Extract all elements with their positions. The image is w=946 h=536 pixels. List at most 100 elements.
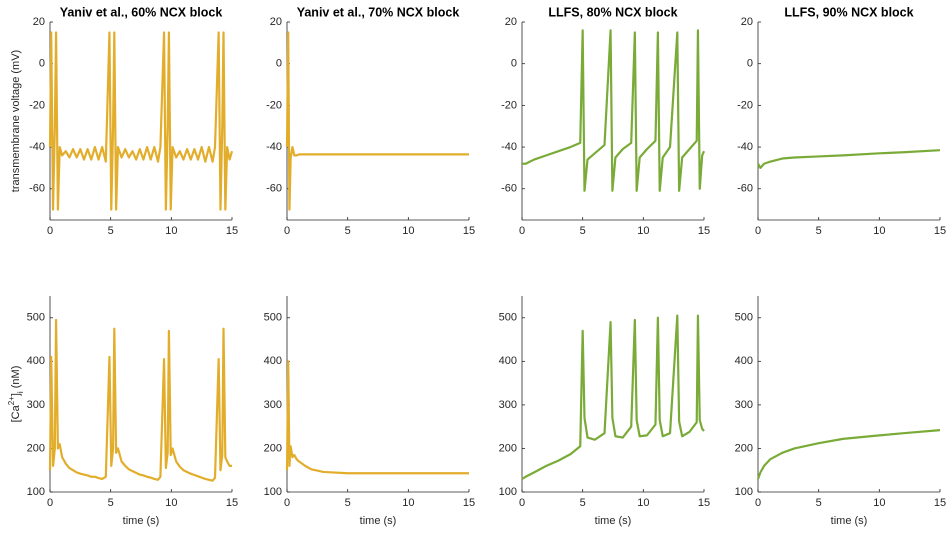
data-line (285, 31, 469, 211)
x-tick-label: 5 (816, 225, 822, 237)
data-line (285, 360, 469, 475)
y-tick-label: 20 (741, 16, 753, 28)
y-tick-label: -20 (501, 99, 517, 111)
x-tick-label: 15 (463, 225, 475, 237)
y-tick-label: 200 (27, 442, 45, 454)
x-tick-label: 5 (580, 225, 586, 237)
subplot-title: Yaniv et al., 60% NCX block (60, 5, 223, 19)
y-tick-label: 500 (27, 312, 45, 324)
y-tick-label: 0 (511, 58, 517, 70)
y-tick-label: 300 (499, 399, 517, 411)
subplot: 100 200 300 400 500 0 5 10 15 time (s) (264, 296, 475, 527)
y-tick-label: 400 (499, 355, 517, 367)
x-tick-label: 5 (108, 225, 114, 237)
y-tick-label: 100 (27, 486, 45, 498)
y-tick-label: 100 (499, 486, 517, 498)
x-tick-label: 10 (165, 497, 177, 509)
x-tick-label: 15 (934, 497, 946, 509)
y-tick-label: 400 (735, 355, 753, 367)
y-tick-label: 0 (39, 58, 45, 70)
subplot: -60 -40 -20 0 20 0 5 10 15 LLFS, 80% NCX block (501, 5, 710, 237)
x-tick-label: 0 (47, 497, 53, 509)
data-line (522, 29, 706, 192)
subplot: 100 200 300 400 500 0 5 10 15 time (s) (735, 296, 946, 527)
y-axis-label-part: ] (10, 393, 22, 396)
x-tick-label: 10 (165, 225, 177, 237)
y-tick-label: 300 (27, 399, 45, 411)
y-tick-label: 100 (735, 486, 753, 498)
y-tick-label: -40 (737, 141, 753, 153)
y-tick-label: 500 (264, 312, 282, 324)
y-tick-label: -40 (266, 141, 282, 153)
x-tick-label: 15 (226, 225, 238, 237)
y-axis-label-part: i (16, 391, 25, 393)
subplot: 100 200 300 400 500 0 5 10 15 time (s) (499, 296, 710, 527)
x-tick-label: 5 (580, 497, 586, 509)
y-tick-label: -60 (737, 183, 753, 195)
x-tick-label: 0 (284, 497, 290, 509)
x-tick-label: 5 (108, 497, 114, 509)
y-tick-label: -60 (266, 183, 282, 195)
y-axis-label-part: (nM) (10, 366, 22, 392)
x-tick-label: 0 (47, 225, 53, 237)
y-axis-label-part: 2+ (7, 396, 16, 405)
data-line (48, 31, 234, 211)
y-tick-label: 500 (499, 312, 517, 324)
x-tick-label: 10 (873, 225, 885, 237)
y-tick-label: 300 (264, 399, 282, 411)
x-tick-label: 10 (402, 225, 414, 237)
y-tick-label: 100 (264, 486, 282, 498)
x-tick-label: 0 (519, 225, 525, 237)
x-axis-label: time (s) (123, 515, 160, 527)
x-tick-label: 10 (873, 497, 885, 509)
x-tick-label: 15 (934, 225, 946, 237)
y-tick-label: 0 (276, 58, 282, 70)
y-tick-label: -60 (501, 183, 517, 195)
data-line (48, 318, 232, 482)
subplot-title: LLFS, 80% NCX block (548, 5, 677, 19)
x-tick-label: 10 (402, 497, 414, 509)
x-tick-label: 15 (698, 497, 710, 509)
y-tick-label: 300 (735, 399, 753, 411)
y-tick-label: 400 (27, 355, 45, 367)
y-tick-label: -20 (29, 99, 45, 111)
y-tick-label: -60 (29, 183, 45, 195)
y-axis-label-part: [Ca (10, 404, 22, 422)
x-tick-label: 0 (519, 497, 525, 509)
y-tick-label: 20 (505, 16, 517, 28)
y-tick-label: 400 (264, 355, 282, 367)
x-tick-label: 5 (345, 225, 351, 237)
y-tick-label: 200 (264, 442, 282, 454)
y-axis-label: [Ca2+]i (nM) (7, 366, 25, 423)
x-tick-label: 15 (226, 497, 238, 509)
x-axis-label: time (s) (831, 515, 868, 527)
y-tick-label: 200 (499, 442, 517, 454)
x-axis-label: time (s) (595, 515, 632, 527)
subplot: -60 -40 -20 0 20 0 5 10 15 LLFS, 90% NCX block (737, 5, 946, 237)
x-tick-label: 0 (284, 225, 290, 237)
subplot: -60 -40 -20 0 20 0 5 10 15 Yaniv et al., 60% NCX … (10, 5, 238, 237)
x-tick-label: 15 (463, 497, 475, 509)
y-tick-label: -40 (29, 141, 45, 153)
data-line (521, 314, 705, 480)
x-tick-label: 5 (345, 497, 351, 509)
y-tick-label: -20 (737, 99, 753, 111)
y-tick-label: 20 (33, 16, 45, 28)
x-tick-label: 5 (816, 497, 822, 509)
y-tick-label: 500 (735, 312, 753, 324)
x-tick-label: 0 (755, 497, 761, 509)
subplot-title: Yaniv et al., 70% NCX block (297, 5, 460, 19)
y-tick-label: 200 (735, 442, 753, 454)
x-tick-label: 10 (637, 497, 649, 509)
data-line (756, 429, 941, 480)
y-tick-label: -20 (266, 99, 282, 111)
subplot-title: LLFS, 90% NCX block (784, 5, 913, 19)
y-tick-label: 0 (747, 58, 753, 70)
data-line (757, 149, 941, 169)
subplot: 100 200 300 400 500 0 5 10 15 time (s) [Ca2+]i (nM… (7, 296, 238, 527)
subplot: -60 -40 -20 0 20 0 5 10 15 Yaniv et al., 70% NCX … (266, 5, 475, 237)
x-tick-label: 0 (755, 225, 761, 237)
y-axis-label: transmembrane voltage (mV) (10, 50, 22, 192)
x-tick-label: 10 (637, 225, 649, 237)
